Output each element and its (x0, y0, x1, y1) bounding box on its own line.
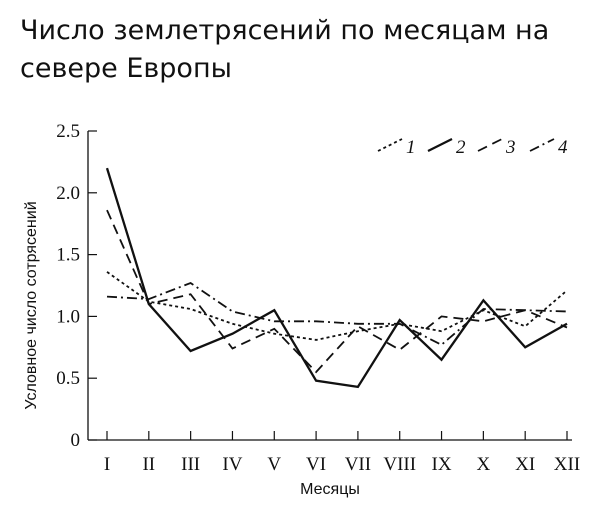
y-tick-label: 0 (71, 430, 81, 451)
y-tick-label: 0.5 (56, 368, 80, 389)
y-tick-label: 1.5 (56, 245, 80, 266)
x-tick-label: VII (345, 454, 371, 475)
y-tick-label: 2.5 (56, 121, 80, 142)
legend-swatch-1 (377, 138, 403, 152)
legend-label-1: 1 (406, 137, 416, 158)
x-tick-label: VI (306, 454, 326, 475)
x-tick-label: IX (432, 454, 452, 475)
x-tick-label: XII (554, 454, 580, 475)
y-tick-label: 1.0 (56, 306, 80, 327)
legend-swatch-4 (529, 138, 555, 152)
x-tick-label: II (142, 454, 155, 475)
chart-title: Число землетрясений по месяцам на севере… (20, 15, 550, 84)
legend-swatch-3 (477, 138, 503, 152)
series-line-3 (106, 209, 568, 374)
legend-label-3: 3 (505, 137, 516, 158)
x-axis-label: Месяцы (300, 481, 360, 498)
x-tick-label: VIII (383, 454, 416, 475)
x-tick-label: XI (515, 454, 535, 475)
x-tick-label: IV (222, 454, 242, 475)
series-line-2 (105, 167, 568, 389)
y-axis-label: Условное число сотрясений (23, 201, 40, 409)
legend-swatch-2 (427, 137, 453, 153)
x-tick-label: V (267, 454, 281, 475)
series-line-4 (106, 281, 568, 346)
x-tick-label: I (104, 454, 110, 475)
legend-label-2: 2 (456, 137, 466, 158)
x-tick-label: X (476, 454, 490, 475)
x-tick-label: III (181, 454, 200, 475)
y-tick-label: 2.0 (56, 183, 80, 204)
legend-label-4: 4 (558, 137, 568, 158)
series-line-1 (106, 271, 568, 341)
